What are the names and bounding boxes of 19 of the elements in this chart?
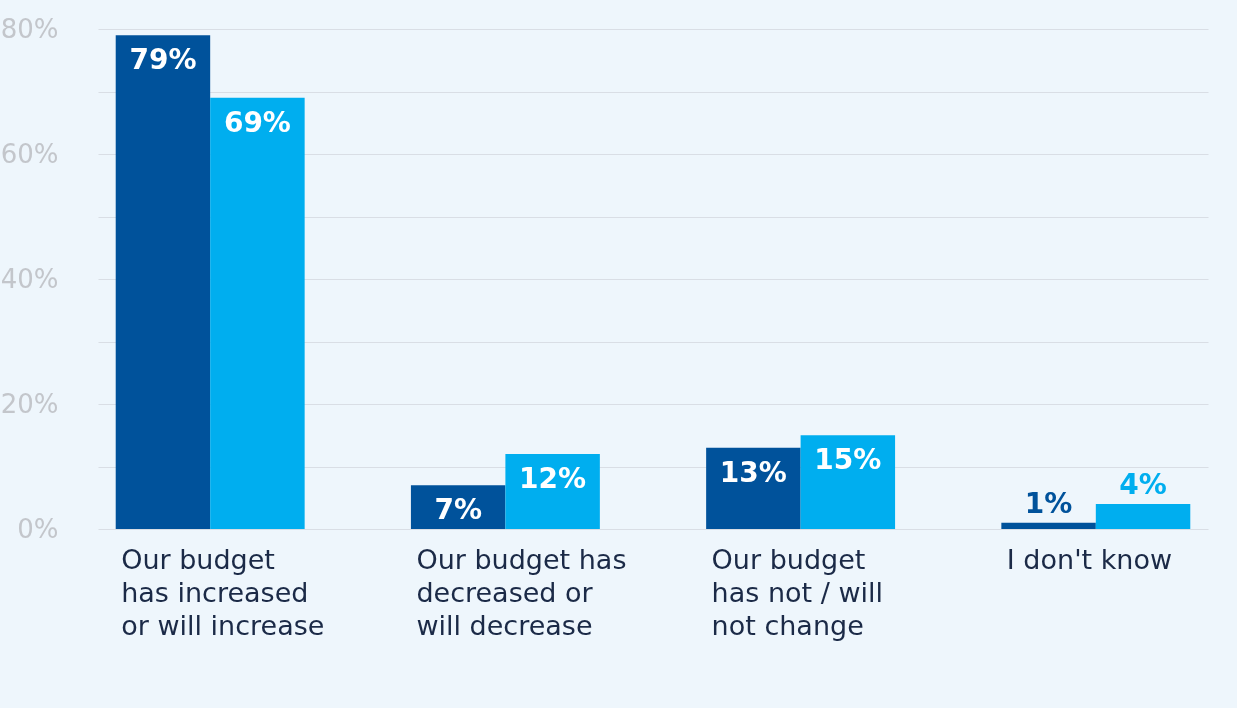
data-label: 79% (129, 43, 197, 77)
data-label: 7% (434, 493, 482, 527)
x-tick-label: Our budget has increased or will increase (121, 543, 325, 641)
bar (505, 454, 600, 529)
bar (800, 435, 896, 529)
bar (1001, 522, 1096, 529)
data-label: 1% (1024, 486, 1073, 520)
bar (1095, 504, 1191, 529)
data-label: 13% (719, 455, 787, 489)
data-label: 69% (223, 105, 291, 139)
x-tick-label: Our budget has decreased or will decrease (416, 543, 627, 641)
data-label: 15% (814, 443, 882, 477)
x-tick-label: Our budget has not / will not change (711, 543, 883, 641)
x-tick-label: I don't know (1006, 543, 1173, 575)
bar (706, 447, 801, 529)
bar (115, 35, 211, 529)
data-label: 12% (519, 462, 587, 495)
data-label: 4% (1119, 468, 1167, 501)
bar (210, 97, 305, 529)
